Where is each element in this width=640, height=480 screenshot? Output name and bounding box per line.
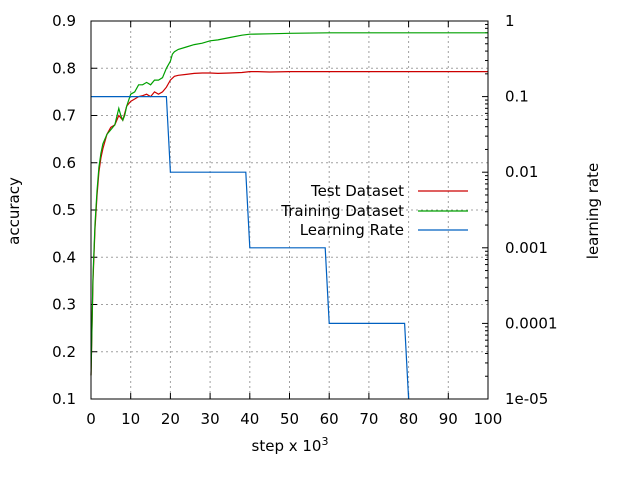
y2-tick-label: 1 (505, 12, 515, 30)
x-tick-label: 60 (320, 410, 339, 428)
y-tick-label: 0.7 (52, 107, 76, 125)
x-axis-title: step x 103 (252, 435, 329, 455)
series-training-dataset-line (90, 32, 488, 376)
plot-frame (90, 20, 489, 400)
x-tick-label: 20 (161, 410, 180, 428)
y-axis-title: accuracy (5, 177, 23, 245)
x-tick-label: 30 (201, 410, 220, 428)
y-tick-label: 0.9 (52, 12, 76, 30)
x-tick-label: 80 (399, 410, 418, 428)
y-tick-label: 0.3 (52, 296, 76, 314)
x-tick-label: 100 (474, 410, 503, 428)
x-tick-label: 50 (280, 410, 299, 428)
y-tick-label: 0.5 (52, 201, 76, 219)
y2-tick-label: 1e-05 (505, 390, 548, 408)
grid (91, 21, 488, 399)
x-tick-label: 10 (121, 410, 140, 428)
series-lines (90, 32, 488, 400)
legend-label-training-dataset: Training Dataset (280, 202, 404, 220)
y2-tick-label: 0.0001 (505, 314, 558, 332)
y2-tick-label: 0.01 (505, 163, 538, 181)
x-tick-label: 90 (439, 410, 458, 428)
y-tick-label: 0.4 (52, 248, 76, 266)
tick-labels: 0 10 20 30 40 50 60 70 80 90 100 0.1 0.2 0.3 0.4 0.5 0.6… (52, 12, 557, 428)
y2-axis-title: learning rate (584, 163, 602, 259)
y-tick-label: 0.2 (52, 343, 76, 361)
y2-tick-label: 0.1 (505, 88, 529, 106)
x-tick-label: 70 (359, 410, 378, 428)
y-tick-label: 0.1 (52, 390, 76, 408)
legend-label-test-dataset: Test Dataset (310, 182, 404, 200)
series-learning-rate-line (91, 95, 410, 400)
x-tick-label: 0 (86, 410, 96, 428)
legend-label-learning-rate: Learning Rate (300, 221, 404, 239)
x-tick-label: 40 (240, 410, 259, 428)
y-tick-label: 0.8 (52, 59, 76, 77)
y2-tick-label: 0.001 (505, 239, 548, 257)
y-tick-label: 0.6 (52, 154, 76, 172)
